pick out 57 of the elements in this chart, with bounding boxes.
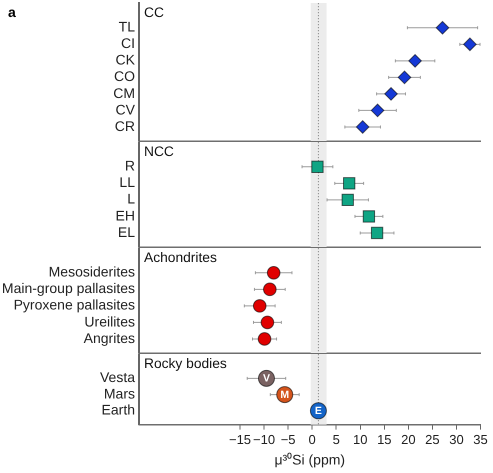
y-tick-label: LL <box>119 174 136 190</box>
y-tick-label: Vesta <box>100 369 136 386</box>
point <box>408 54 422 68</box>
point <box>342 194 354 206</box>
x-tick-label: 0 <box>308 432 316 447</box>
y-tick-label: Angrites <box>84 330 135 346</box>
text: a <box>8 4 16 20</box>
y-tick-label: L <box>127 190 136 207</box>
point <box>258 332 272 346</box>
x-tick-label: 15 <box>377 432 392 447</box>
point <box>263 282 277 296</box>
point <box>343 177 356 190</box>
point <box>370 226 384 240</box>
x-axis-title: μ³⁰Si (ppm) <box>274 451 346 468</box>
y-tick-label: Earth <box>102 402 135 418</box>
chart-title: Achondrites <box>144 250 217 265</box>
annotation: M <box>280 388 290 401</box>
x-tick-label: −15 <box>228 432 252 447</box>
y-tick-label: Mars <box>104 385 135 402</box>
chart-title: Rocky bodies <box>144 356 227 371</box>
y-tick-label: CK <box>116 52 136 68</box>
point <box>463 38 477 52</box>
y-tick-label: EL <box>118 224 136 240</box>
point <box>356 120 370 134</box>
y-tick-label: CR <box>114 118 135 134</box>
x-tick-label: 5 <box>332 432 340 447</box>
x-tick-label: −10 <box>253 432 276 447</box>
y-tick-label: R <box>124 158 135 174</box>
point <box>384 87 398 101</box>
y-tick-label: Mesosiderites <box>48 264 135 280</box>
chart-title: NCC <box>144 144 174 159</box>
y-tick-label: TL <box>118 18 136 35</box>
y-tick-label: CI <box>121 35 135 52</box>
x-tick-label: 20 <box>401 432 416 447</box>
x-tick-label: 10 <box>353 432 368 447</box>
y-tick-label: CM <box>113 84 135 101</box>
x-tick-label: 35 <box>473 432 488 447</box>
y-tick-label: CO <box>114 68 136 84</box>
y-tick-label: EH <box>116 207 135 224</box>
y-tick-label: Ureilites <box>84 313 135 330</box>
point <box>398 70 412 84</box>
y-tick-label: Main-group pallasites <box>2 280 135 296</box>
point <box>252 299 267 313</box>
y-tick-label: Pyroxene pallasites <box>14 296 135 313</box>
annotation: V <box>262 372 270 385</box>
annotation: E <box>314 405 322 418</box>
y-tick-label: CV <box>116 101 136 118</box>
point <box>266 266 280 280</box>
x-tick-label: −5 <box>280 432 296 447</box>
x-tick-label: 25 <box>425 432 440 447</box>
chart-title: CC <box>144 4 164 20</box>
point <box>260 316 274 330</box>
point <box>311 160 324 173</box>
point <box>436 20 450 35</box>
point <box>370 104 384 118</box>
x-tick-label: 30 <box>449 432 464 447</box>
point <box>362 210 376 223</box>
